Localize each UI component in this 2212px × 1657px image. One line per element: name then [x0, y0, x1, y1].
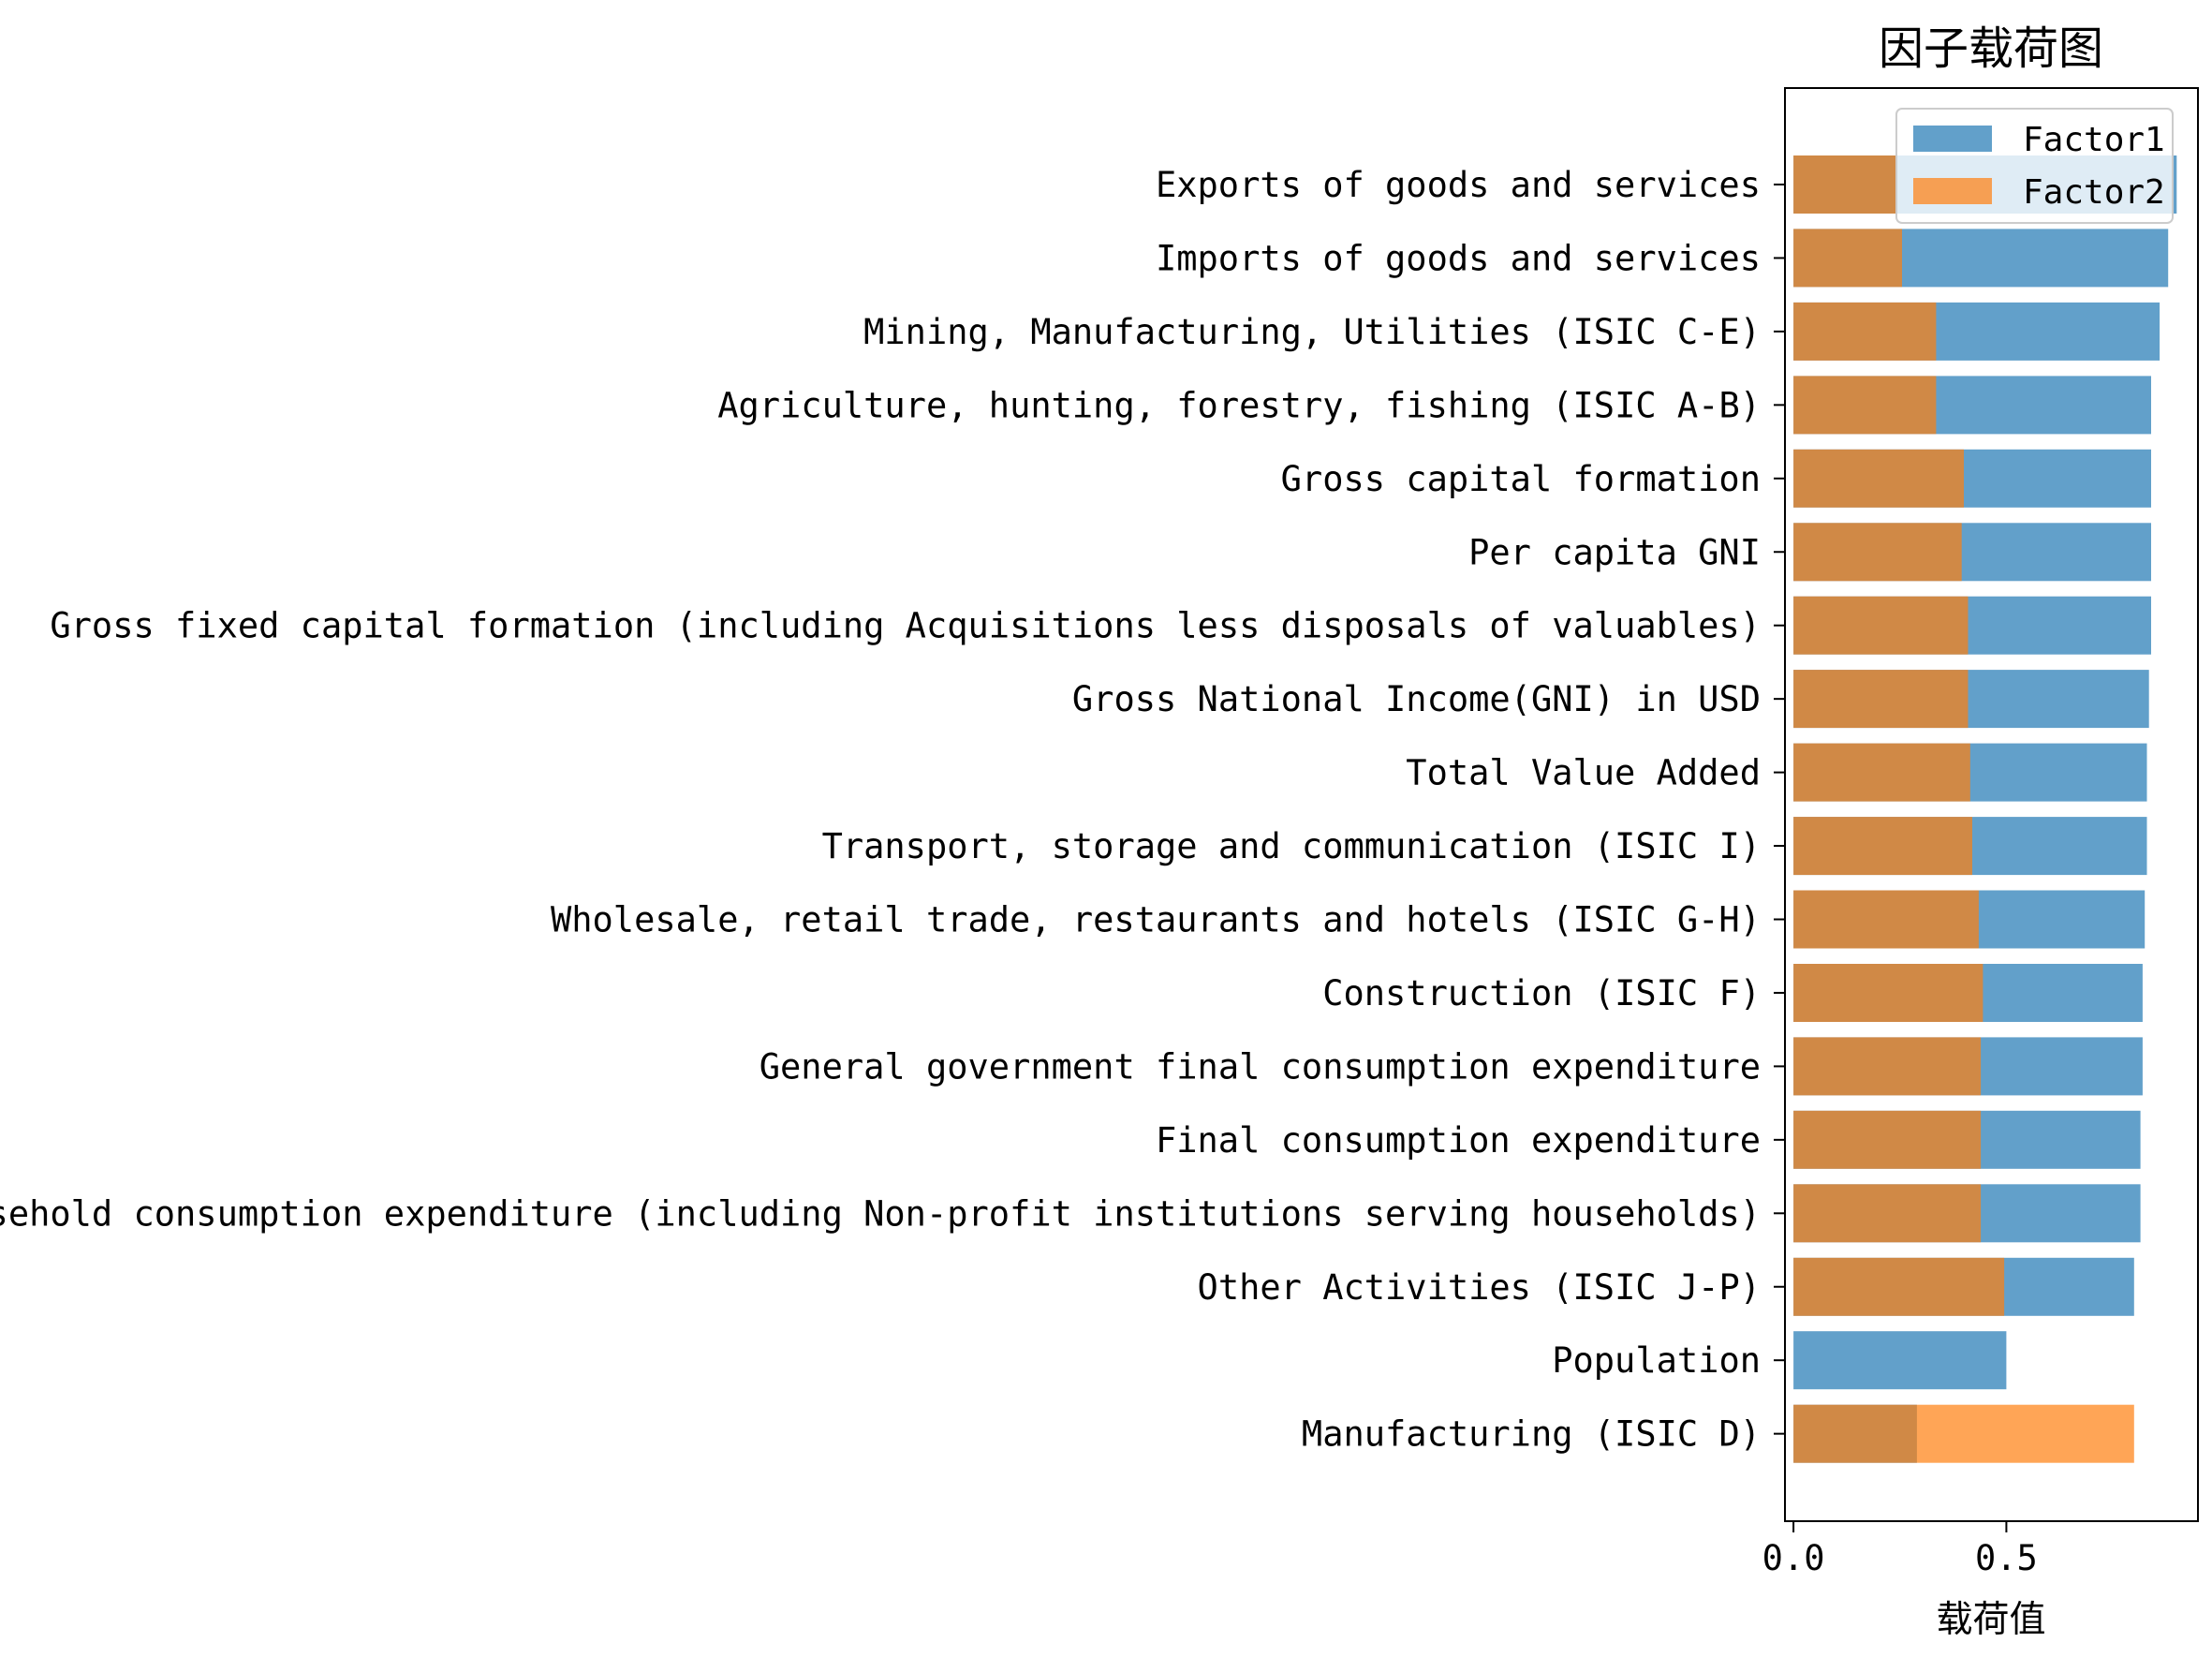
- bar-factor2-6: [1793, 596, 1969, 655]
- category-label: Other Activities (ISIC J-P): [1198, 1267, 1761, 1308]
- category-label: Manufacturing (ISIC D): [1302, 1414, 1761, 1455]
- bar-factor2-17: [1793, 1404, 2134, 1463]
- category-label: Mining, Manufacturing, Utilities (ISIC C…: [863, 312, 1761, 352]
- legend-label-factor2: Factor2: [2023, 173, 2165, 212]
- category-labels: Exports of goods and services Imports of …: [0, 165, 1785, 1455]
- x-axis-ticks: 0.0 0.5: [1762, 1521, 2038, 1578]
- bar-factor2-2: [1793, 302, 1937, 361]
- category-label: Gross capital formation: [1281, 459, 1761, 499]
- bar-factor2-9: [1793, 817, 1972, 876]
- category-label: Final consumption expenditure: [1156, 1120, 1761, 1161]
- category-label: General government final consumption exp…: [759, 1046, 1761, 1087]
- chart-title: 因子载荷图: [1879, 22, 2103, 75]
- bar-factor2-11: [1793, 964, 1983, 1022]
- x-tick-label: 0.0: [1762, 1538, 1825, 1578]
- x-tick-label: 0.5: [1975, 1538, 2038, 1578]
- bars-layer: [1793, 155, 2177, 1463]
- category-label: Exports of goods and services: [1156, 165, 1761, 205]
- bar-factor2-3: [1793, 376, 1937, 435]
- bar-factor2-10: [1793, 890, 1979, 949]
- category-label: Imports of goods and services: [1156, 238, 1761, 278]
- category-label: Wholesale, retail trade, restaurants and…: [551, 900, 1761, 940]
- category-label: Total Value Added: [1406, 753, 1761, 793]
- bar-factor2-0: [1793, 155, 1896, 214]
- bar-factor2-5: [1793, 523, 1962, 582]
- bar-factor2-15: [1793, 1257, 2005, 1316]
- legend-swatch-factor1: [1913, 126, 1992, 152]
- bar-factor2-7: [1793, 670, 1969, 729]
- bar-factor2-8: [1793, 743, 1970, 802]
- category-label: Gross fixed capital formation (including…: [50, 606, 1761, 646]
- legend-label-factor1: Factor1: [2023, 121, 2165, 159]
- category-label: Gross National Income(GNI) in USD: [1072, 679, 1761, 719]
- category-label: Construction (ISIC F): [1322, 973, 1761, 1013]
- legend-swatch-factor2: [1913, 178, 1992, 204]
- x-axis-label: 载荷值: [1936, 1599, 2045, 1641]
- bar-factor1-16: [1793, 1331, 2007, 1390]
- bar-factor2-13: [1793, 1110, 1982, 1169]
- category-label: Agriculture, hunting, forestry, fishing …: [717, 385, 1761, 425]
- bar-factor2-1: [1793, 229, 1902, 288]
- bar-factor2-14: [1793, 1184, 1982, 1243]
- legend: Factor1 Factor2: [1895, 108, 2174, 224]
- category-label: Per capita GNI: [1468, 532, 1761, 572]
- bar-factor2-12: [1793, 1037, 1982, 1096]
- bar-factor2-4: [1793, 449, 1964, 508]
- category-label: Household consumption expenditure (inclu…: [0, 1193, 1761, 1234]
- plot-frame: [1784, 87, 2199, 1522]
- category-label: Population: [1552, 1340, 1761, 1381]
- category-label: Transport, storage and communication (IS…: [822, 826, 1761, 866]
